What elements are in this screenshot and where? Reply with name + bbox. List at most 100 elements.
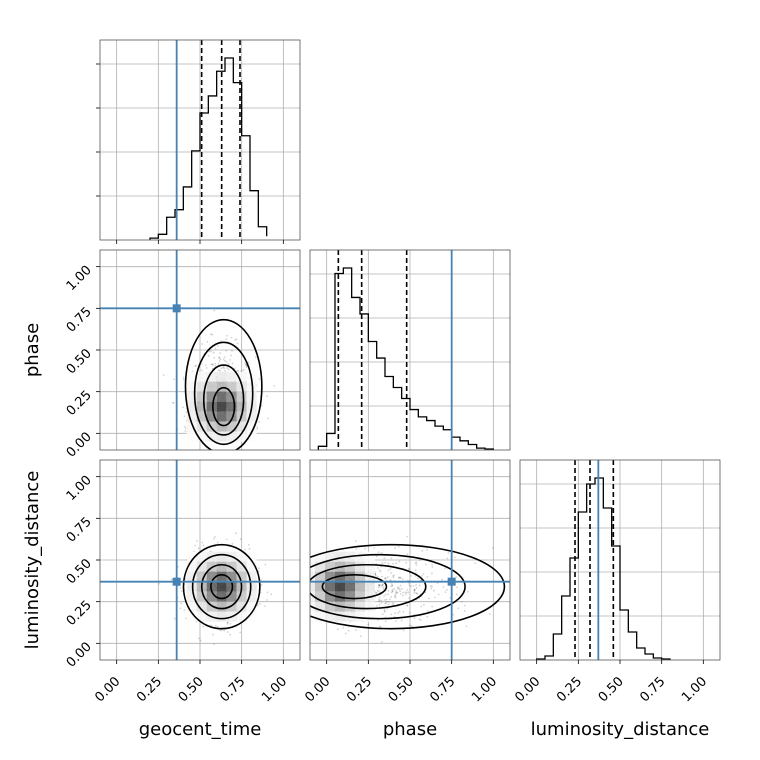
density-cell xyxy=(355,551,365,562)
scatter-point xyxy=(266,395,268,398)
x-tick-label: 0.50 xyxy=(176,674,207,705)
contour-line xyxy=(310,563,427,610)
scatter-point xyxy=(183,425,186,428)
scatter-point xyxy=(378,584,381,587)
density-cell xyxy=(196,381,207,392)
contour-line xyxy=(212,386,236,427)
scatter-point xyxy=(452,613,455,616)
scatter-point xyxy=(411,625,414,628)
scatter-point xyxy=(387,593,390,596)
x-tick-label: 0.25 xyxy=(344,674,375,705)
y-tick-label: 1.00 xyxy=(64,473,95,504)
scatter-point xyxy=(386,607,389,610)
scatter-point xyxy=(220,629,223,632)
scatter-point xyxy=(413,589,416,591)
scatter-point xyxy=(226,334,228,337)
density-cell xyxy=(226,561,237,572)
density-cell xyxy=(315,601,325,612)
scatter-point xyxy=(380,599,383,602)
scatter-point xyxy=(381,584,384,586)
density-cell xyxy=(196,401,207,412)
scatter-point xyxy=(355,629,357,632)
scatter-point xyxy=(384,577,387,580)
scatter-point xyxy=(431,585,433,588)
scatter-point xyxy=(461,600,463,603)
scatter-point xyxy=(408,624,411,627)
scatter-point xyxy=(442,586,445,588)
scatter-point xyxy=(415,564,418,566)
density-cell xyxy=(325,591,335,602)
y-tick-label: 0.50 xyxy=(64,346,95,377)
scatter-point xyxy=(398,587,400,590)
truth-marker xyxy=(447,577,456,586)
x-tick-label: 1.00 xyxy=(259,674,290,705)
density-cell xyxy=(236,591,247,602)
density-cell xyxy=(206,411,217,422)
density-cell xyxy=(196,391,207,402)
scatter-point xyxy=(390,582,393,585)
scatter-point xyxy=(378,598,380,601)
density-cell xyxy=(236,401,247,412)
scatter-point xyxy=(381,575,384,578)
scatter-point xyxy=(384,593,387,596)
density-cell xyxy=(226,401,237,412)
scatter-point xyxy=(444,591,447,594)
scatter-point xyxy=(245,363,247,366)
scatter-point xyxy=(418,584,421,587)
scatter-point xyxy=(225,360,228,363)
density-cell xyxy=(196,371,207,382)
scatter-point xyxy=(449,596,452,599)
scatter-point xyxy=(488,613,491,616)
density-cell xyxy=(226,391,237,402)
contour-line xyxy=(193,341,254,446)
scatter-point xyxy=(367,623,370,626)
density-cell xyxy=(246,571,257,582)
scatter-point xyxy=(227,363,230,365)
contour-line xyxy=(202,364,245,436)
density-cell xyxy=(226,591,237,602)
density-cell xyxy=(355,571,365,582)
histogram-step xyxy=(149,57,268,240)
scatter-point xyxy=(398,610,401,613)
scatter-point xyxy=(415,592,417,595)
scatter-point xyxy=(244,548,246,551)
scatter-point xyxy=(170,578,173,581)
panel-contents xyxy=(100,250,300,450)
scatter-point xyxy=(429,584,432,587)
scatter-point xyxy=(235,532,237,535)
scatter-point xyxy=(379,570,382,573)
scatter-point xyxy=(342,626,345,629)
density-cell xyxy=(186,601,197,612)
density-cell xyxy=(186,391,197,402)
scatter-point xyxy=(258,420,261,423)
scatter-point xyxy=(418,559,421,561)
density-cell xyxy=(345,571,355,582)
x-tick-label: 0.25 xyxy=(554,674,585,705)
chart-layer: 0.00 0.25 0.50 0.75 1.00 0.00 0.25 0.50 0.75 1.00… xyxy=(64,39,721,705)
scatter-point xyxy=(383,595,386,597)
density-cell xyxy=(186,411,197,422)
scatter-point xyxy=(245,364,248,367)
density-cell xyxy=(186,571,197,582)
contour-line xyxy=(184,318,263,450)
scatter-point xyxy=(397,611,399,614)
scatter-point xyxy=(384,577,387,580)
scatter-point xyxy=(381,613,384,616)
scatter-point xyxy=(380,585,383,587)
scatter-point xyxy=(376,605,378,607)
scatter-point xyxy=(218,356,221,359)
scatter-point xyxy=(194,544,196,547)
scatter-point xyxy=(396,586,399,588)
scatter-point xyxy=(373,546,376,549)
scatter-point xyxy=(398,588,401,591)
scatter-point xyxy=(219,358,222,361)
scatter-point xyxy=(218,369,221,372)
scatter-point xyxy=(453,556,456,559)
scatter-point xyxy=(375,555,378,558)
x-tick-label: 0.00 xyxy=(512,674,543,705)
scatter-point xyxy=(387,569,390,572)
scatter-point xyxy=(390,557,393,560)
scatter-point xyxy=(383,608,386,611)
y-tick-label: 0.25 xyxy=(64,388,95,419)
scatter-point xyxy=(219,629,221,632)
